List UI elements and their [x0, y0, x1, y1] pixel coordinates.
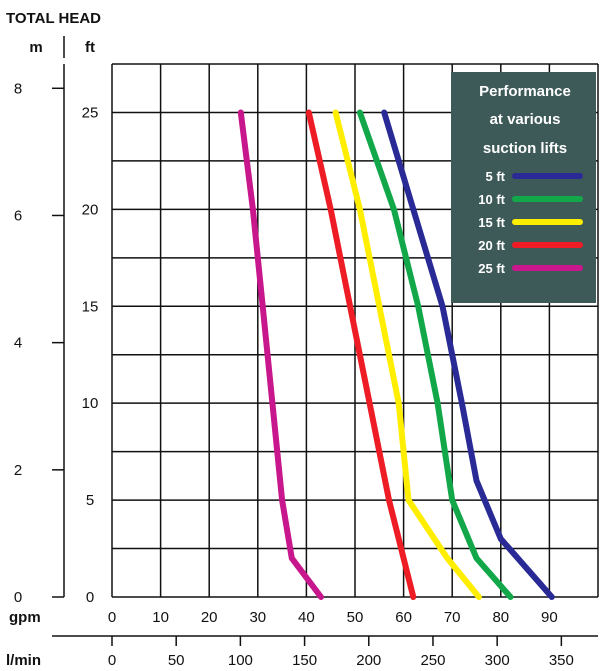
x-tick-label-lmin: 100 — [228, 652, 253, 669]
x-tick-label-gpm: 80 — [492, 609, 509, 626]
legend-label: 10 ft — [478, 192, 505, 207]
y-tick-label-m: 6 — [14, 207, 22, 224]
x-tick-label-gpm: 60 — [395, 609, 412, 626]
series-line-10-ft — [356, 109, 514, 600]
legend-title-line-3: suction lifts — [483, 140, 567, 157]
y-tick-label-ft: 5 — [86, 492, 94, 509]
series-line-20-ft — [305, 109, 417, 600]
y-tick-label-m: 2 — [14, 462, 22, 479]
x-tick-label-lmin: 300 — [485, 652, 510, 669]
legend-label: 20 ft — [478, 238, 505, 253]
x-tick-label-gpm: 20 — [201, 609, 218, 626]
series-lines — [237, 109, 555, 600]
x-tick-label-gpm: 50 — [347, 609, 364, 626]
y-tick-label-m: 8 — [14, 80, 22, 97]
x-tick-label-lmin: 200 — [356, 652, 381, 669]
y-tick-label-m: 0 — [14, 589, 22, 606]
legend-box — [451, 72, 596, 303]
legend-label: 15 ft — [478, 215, 505, 230]
series-line-25-ft — [237, 109, 324, 600]
chart-title: TOTAL HEAD — [6, 10, 101, 27]
x-tick-label-gpm: 10 — [152, 609, 169, 626]
x-tick-label-lmin: 150 — [292, 652, 317, 669]
y-tick-label-ft: 20 — [82, 201, 99, 218]
y-unit-right: ft — [85, 39, 95, 56]
y-tick-label-m: 4 — [14, 335, 22, 352]
x-unit-bottom: l/min — [6, 652, 41, 669]
x-tick-label-gpm: 70 — [444, 609, 461, 626]
legend-title-line-2: at various — [490, 111, 561, 128]
x-tick-label-lmin: 50 — [168, 652, 185, 669]
series-line-5-ft — [381, 109, 555, 600]
y-tick-label-ft: 15 — [82, 298, 99, 315]
y-tick-label-ft: 25 — [82, 104, 99, 121]
x-tick-label-gpm: 0 — [108, 609, 116, 626]
series-line-15-ft — [332, 109, 482, 600]
y-unit-left: m — [29, 39, 42, 56]
legend-items: 5 ft 10 ft 15 ft 20 ft 25 ft — [478, 169, 583, 276]
x-tick-label-lmin: 250 — [420, 652, 445, 669]
x-tick-label-lmin: 0 — [108, 652, 116, 669]
x-unit-top: gpm — [9, 609, 41, 626]
legend-label: 5 ft — [486, 169, 506, 184]
y-tick-label-ft: 0 — [86, 589, 94, 606]
x-tick-label-gpm: 30 — [249, 609, 266, 626]
legend-label: 25 ft — [478, 261, 505, 276]
y-ticks: 0 5 10 15 20 25 0 2 4 6 8 — [14, 80, 99, 606]
legend: Performance at various suction lifts 5 f… — [451, 72, 596, 303]
x-ticks: 0 10 20 30 40 50 60 70 80 90 0 50 100 150 200 250 300 350 — [108, 609, 574, 669]
legend-title-line-1: Performance — [479, 83, 571, 100]
y-tick-label-ft: 10 — [82, 395, 99, 412]
x-tick-label-gpm: 40 — [298, 609, 315, 626]
x-tick-label-gpm: 90 — [541, 609, 558, 626]
x-tick-label-lmin: 350 — [549, 652, 574, 669]
